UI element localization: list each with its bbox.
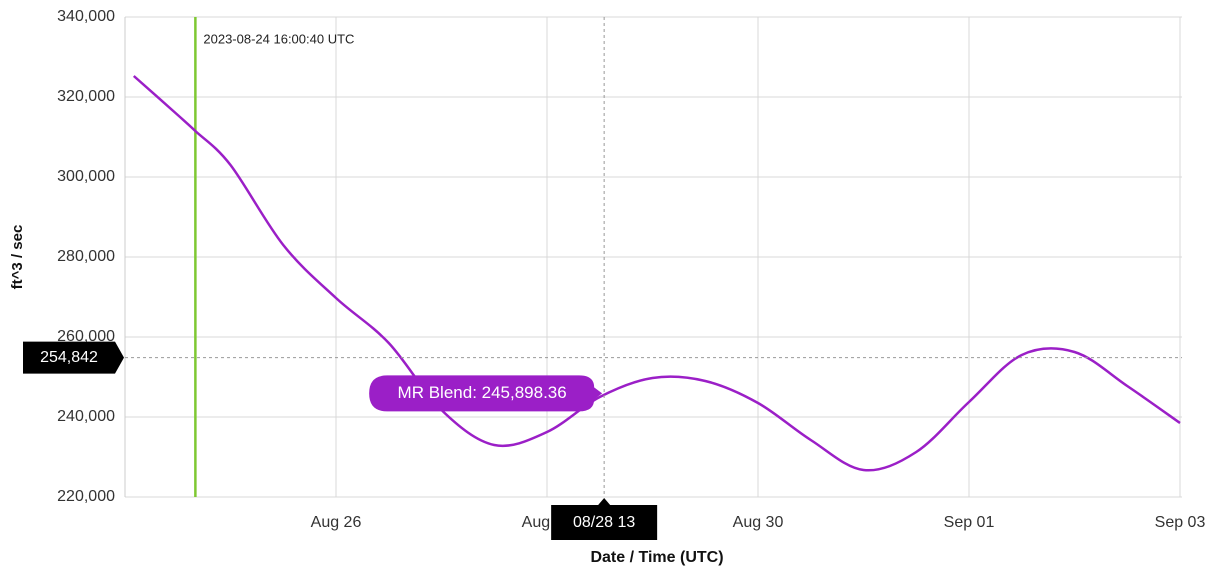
y-axis-title: ft^3 / sec [9, 225, 26, 290]
annotation-label: 2023-08-24 16:00:40 UTC [203, 31, 354, 46]
tooltip-label: MR Blend: 245,898.36 [398, 383, 567, 402]
x-axis-title: Date / Time (UTC) [590, 549, 723, 566]
y-tick-label: 320,000 [57, 88, 115, 105]
y-tick-label: 240,000 [57, 408, 115, 425]
y-tick-label: 220,000 [57, 488, 115, 505]
crosshair-y-label: 254,842 [40, 349, 98, 366]
crosshair-y-box [23, 341, 124, 374]
y-tick-label: 340,000 [57, 8, 115, 25]
data-line [132, 75, 1181, 472]
crosshair-x-box [551, 498, 658, 540]
crosshair-x-label: 08/28 13 [573, 514, 635, 531]
x-tick-label: Sep 03 [1155, 514, 1206, 531]
y-tick-label: 260,000 [57, 328, 115, 345]
x-tick-label: Aug 30 [733, 514, 784, 531]
y-tick-label: 280,000 [57, 248, 115, 265]
y-tick-label: 300,000 [57, 168, 115, 185]
x-tick-label: Sep 01 [944, 514, 995, 531]
tooltip-box [369, 375, 603, 412]
x-tick-label: Aug 26 [311, 514, 362, 531]
